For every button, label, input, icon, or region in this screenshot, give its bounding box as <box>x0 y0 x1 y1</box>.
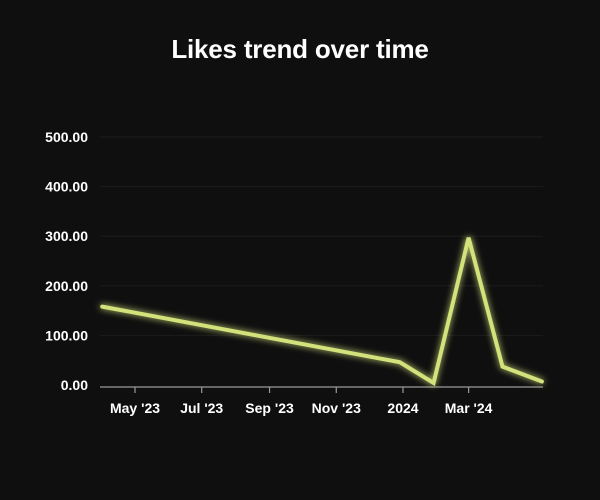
y-tick-label: 200.00 <box>45 278 88 294</box>
y-tick-label: 300.00 <box>45 228 88 244</box>
x-tick-label: Nov '23 <box>312 400 361 416</box>
series-layer <box>100 237 544 387</box>
chart-title: Likes trend over time <box>171 34 429 64</box>
series-line <box>100 237 544 387</box>
x-tick-label: May '23 <box>110 400 160 416</box>
x-axis-ticks: May '23 Jul '23 Sep '23 Nov '23 2024 Mar '24 <box>110 387 493 416</box>
y-tick-label: 100.00 <box>45 327 88 343</box>
y-tick-label: 0.00 <box>61 377 88 393</box>
grid-lines <box>100 136 543 336</box>
x-tick-label: Jul '23 <box>180 400 223 416</box>
x-tick-label: 2024 <box>387 400 418 416</box>
x-tick-label: Mar '24 <box>445 400 493 416</box>
x-tick-label: Sep '23 <box>245 400 294 416</box>
y-tick-label: 400.00 <box>45 179 88 195</box>
y-axis-ticks: 0.00 100.00 200.00 300.00 400.00 500.00 <box>45 129 88 393</box>
y-tick-label: 500.00 <box>45 129 88 145</box>
